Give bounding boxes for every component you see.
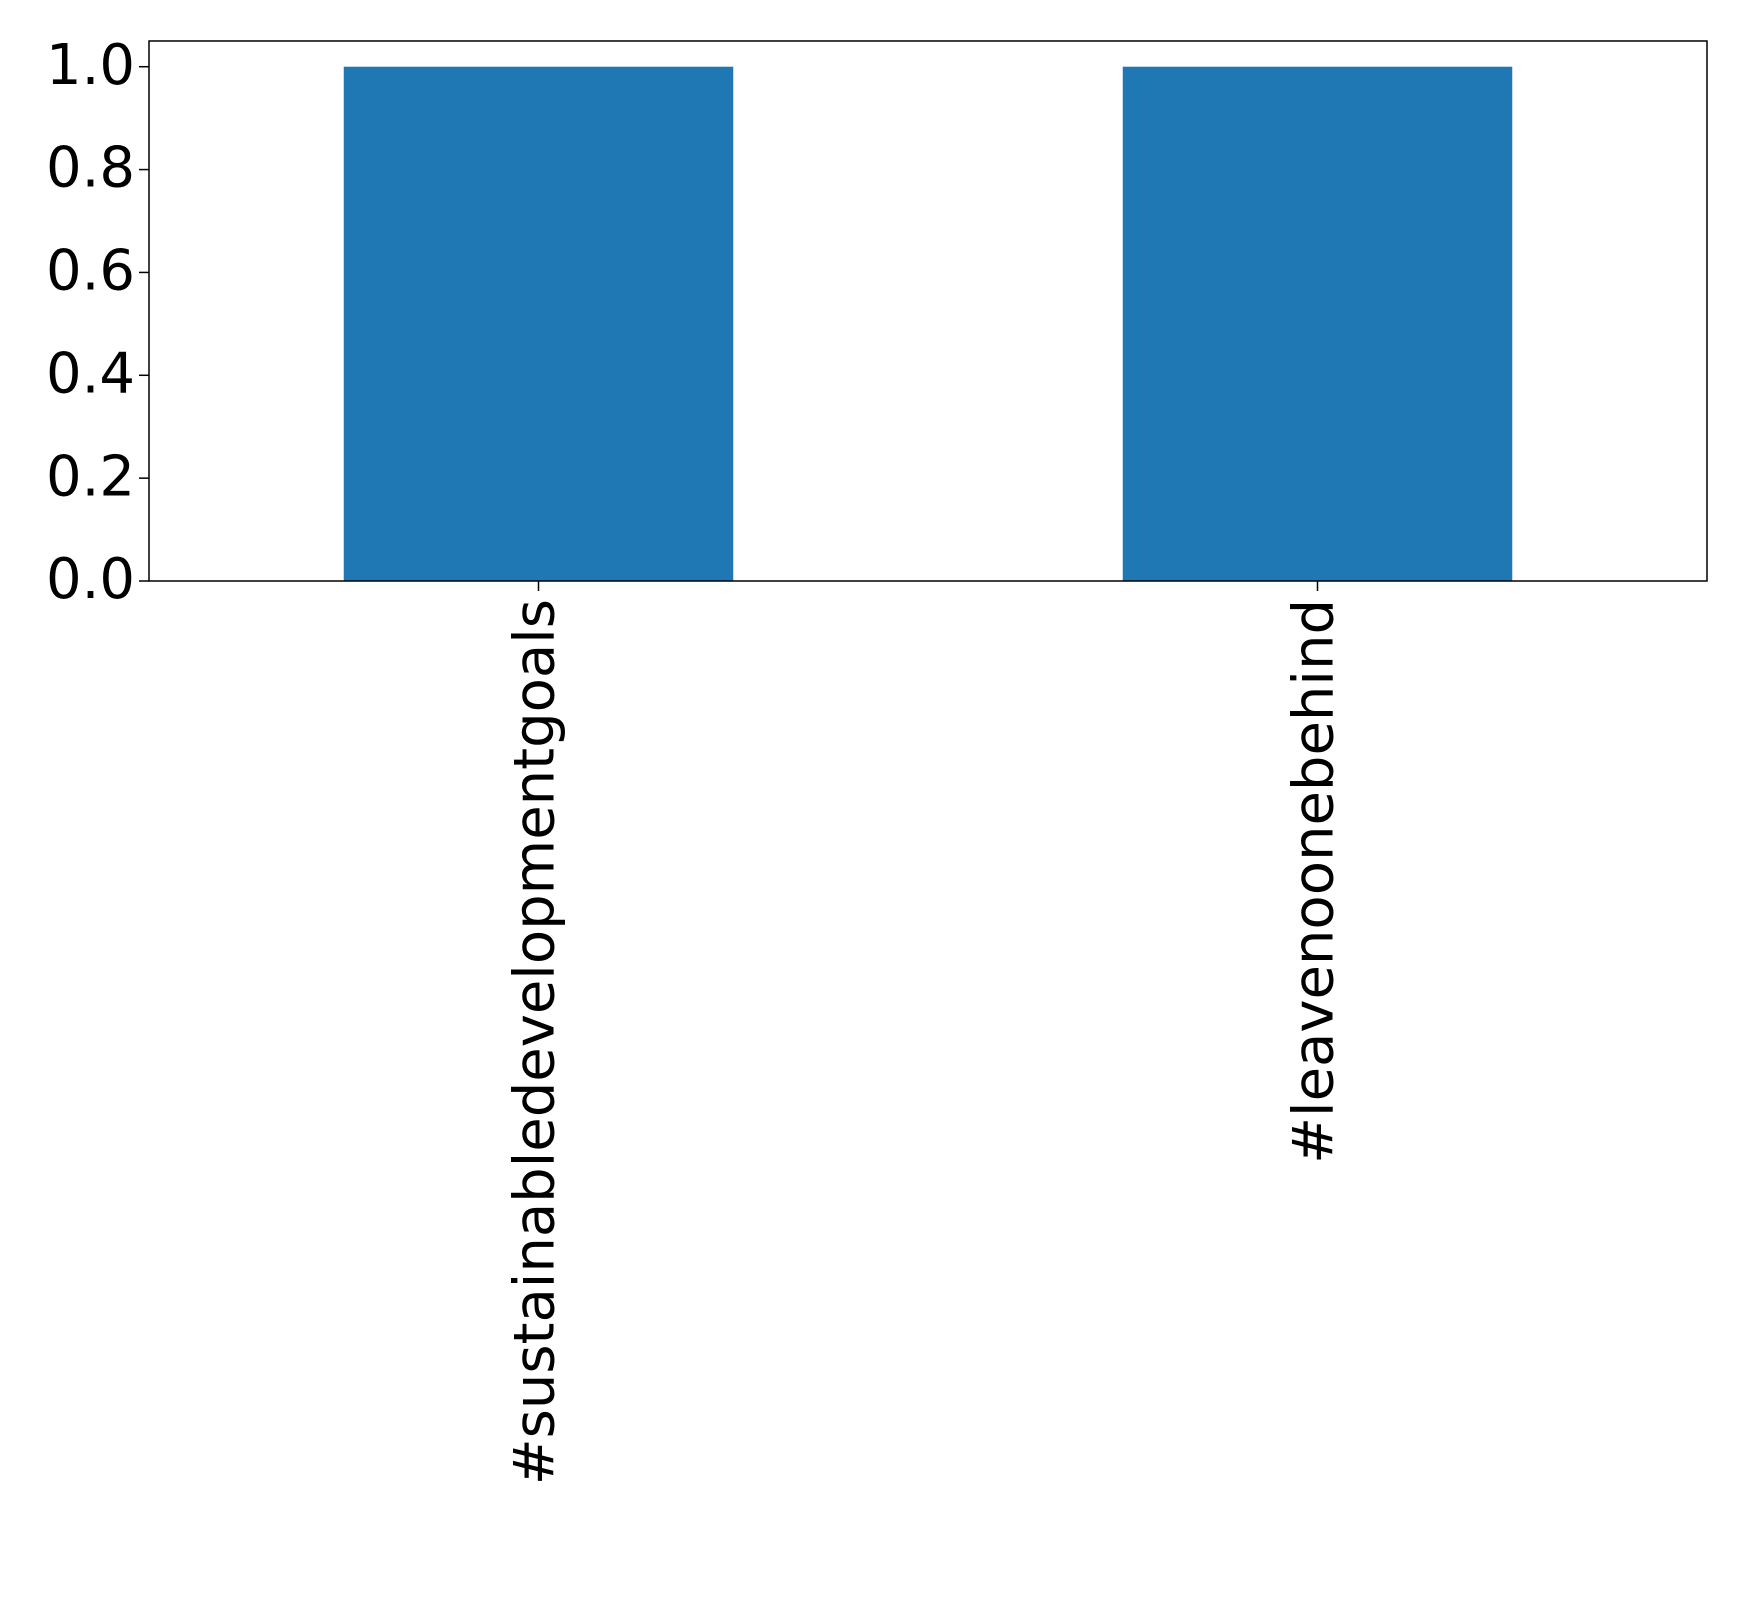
bar [1122, 66, 1513, 581]
plot-frame [148, 40, 1708, 582]
y-tick-label: 0.2 [46, 444, 135, 509]
x-tick-label: #sustainabledevelopmentgoals [503, 599, 568, 1485]
y-tick-label: 0.0 [46, 547, 135, 612]
y-tick-label: 0.4 [46, 341, 135, 406]
bar [343, 66, 734, 581]
y-tick-label: 0.8 [46, 136, 135, 201]
y-tick-label: 1.0 [46, 33, 135, 98]
y-tick-label: 0.6 [46, 239, 135, 304]
x-tick-label: #leavenoonebehind [1282, 599, 1347, 1164]
